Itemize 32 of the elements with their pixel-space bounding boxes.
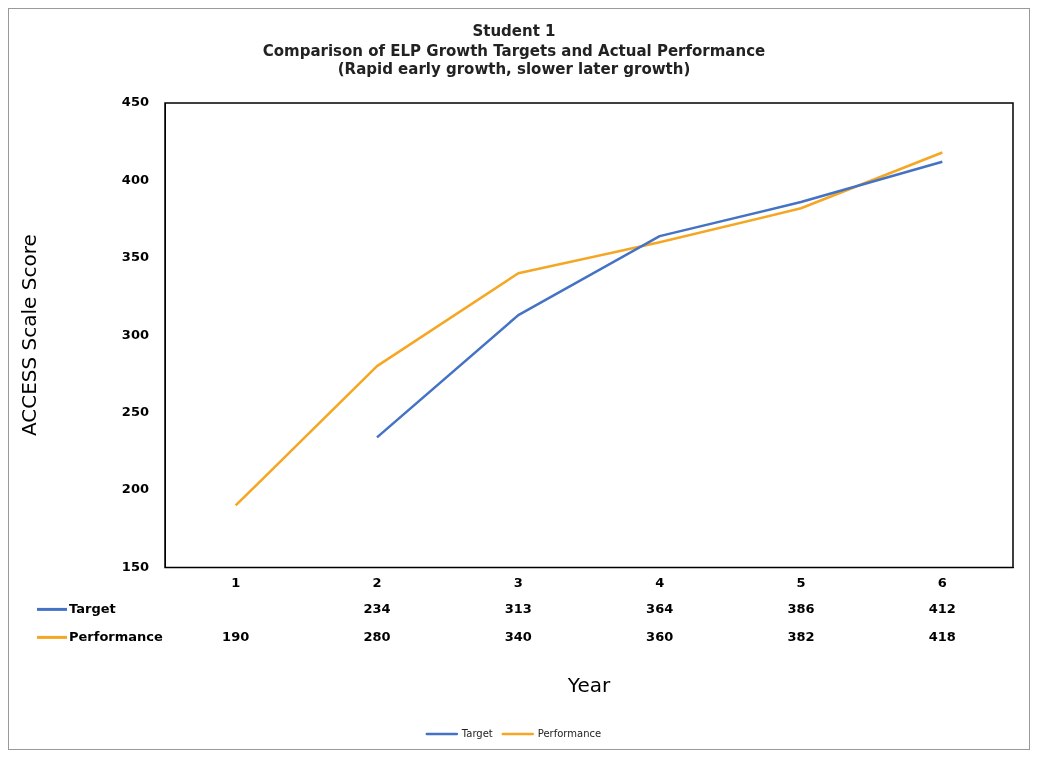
x-tick-label: 3 [513,574,523,590]
text: Performance [537,727,602,739]
x-tick-label: 4 [655,574,665,590]
x-tick-label: 5 [796,574,806,590]
data-label: 382 [787,628,815,644]
y-tick-label: 150 [121,558,149,574]
x-tick-label: 2 [372,574,382,590]
y-tick-label: 450 [121,94,149,110]
y-tick-label: 200 [121,481,149,497]
y-tick-label: 400 [121,171,149,187]
data-label: 340 [504,628,532,644]
chart-title: Student 1 [472,21,556,40]
data-label: 313 [504,600,532,616]
x-tick-label: 1 [231,574,241,590]
data-label: 386 [787,600,815,616]
legend-label: Performance [69,628,164,644]
data-label: 360 [646,628,674,644]
y-tick-label: 350 [121,249,149,265]
chart-subtitle: Comparison of ELP Growth Targets and Actual Performance (Rapid early growth, slower later growth) [262,41,766,78]
y-axis-title: ACCESS Scale Score [17,234,42,437]
y-tick-label: 250 [121,403,149,419]
data-label: 412 [928,600,956,616]
text: Target [69,600,116,616]
x-axis-title: Year [566,673,611,698]
legend-label: Target [460,727,493,739]
y-tick-label: 300 [121,326,149,342]
x-tick-label: 6 [937,574,947,590]
data-label: 418 [928,628,956,644]
data-label: 234 [363,600,391,616]
data-label: 190 [222,628,250,644]
data-label: 364 [646,600,674,616]
data-label: 280 [363,628,391,644]
